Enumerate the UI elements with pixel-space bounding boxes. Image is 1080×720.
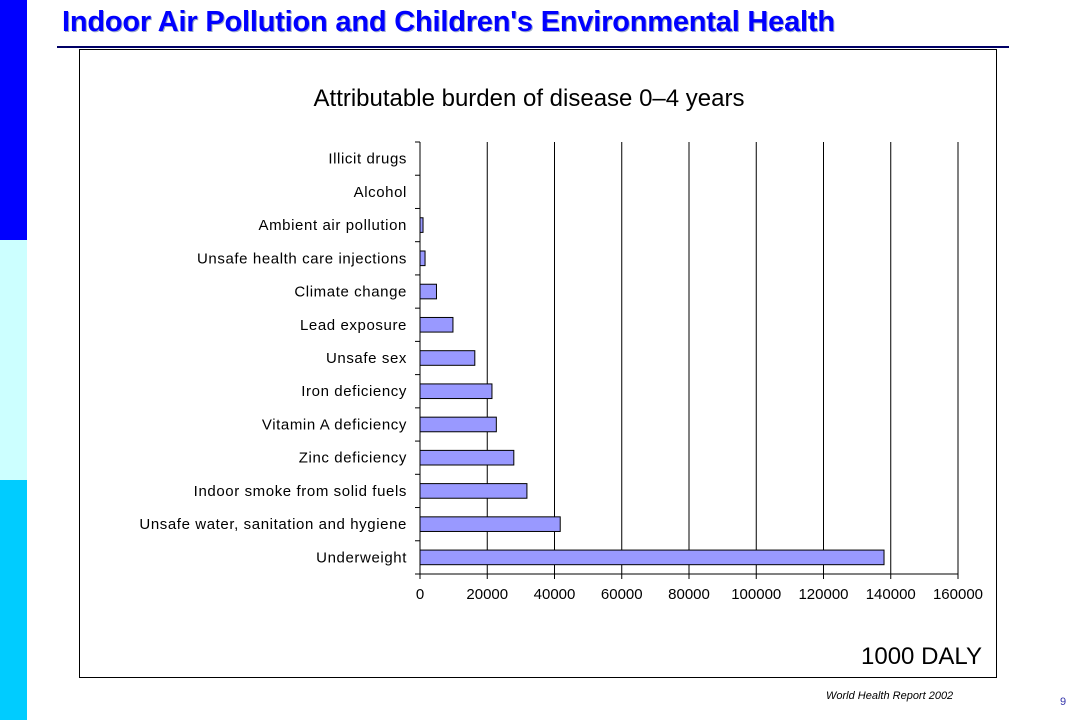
x-tick-label: 160000 <box>933 586 983 603</box>
slide-title: Indoor Air Pollution and Children's Envi… <box>62 6 835 38</box>
bar <box>419 449 515 466</box>
side-bar-bottom <box>0 480 27 720</box>
chart-title: Attributable burden of disease 0–4 years <box>314 85 745 112</box>
title-underline <box>57 46 1009 48</box>
bar <box>419 350 476 366</box>
bar <box>419 483 528 499</box>
category-label: Unsafe health care injections <box>197 250 407 267</box>
category-label: Indoor smoke from solid fuels <box>194 483 407 500</box>
category-label: Illicit drugs <box>328 151 407 168</box>
category-label: Ambient air pollution <box>258 217 407 234</box>
source-note: World Health Report 2002 <box>826 690 954 702</box>
x-tick-label: 20000 <box>466 586 508 603</box>
x-tick-label: 120000 <box>798 586 848 603</box>
x-tick-label: 40000 <box>534 586 576 603</box>
x-tick-label: 60000 <box>601 586 643 603</box>
bar <box>419 316 454 333</box>
x-tick-label: 0 <box>416 586 424 603</box>
bar <box>419 283 437 300</box>
x-axis-label: 1000 DALY <box>861 643 982 670</box>
category-label: Lead exposure <box>300 317 407 334</box>
x-tick-label: 140000 <box>866 586 916 603</box>
category-label: Unsafe sex <box>326 350 407 367</box>
category-label: Unsafe water, sanitation and hygiene <box>139 516 407 533</box>
bar <box>419 416 497 433</box>
bar <box>419 549 885 566</box>
bar <box>419 516 561 532</box>
side-bar-top <box>0 0 27 240</box>
bar <box>419 383 493 400</box>
category-label: Iron deficiency <box>301 383 407 400</box>
category-label: Vitamin A deficiency <box>262 416 407 433</box>
category-label: Underweight <box>316 549 407 566</box>
bar <box>419 217 424 233</box>
category-label: Alcohol <box>354 184 407 201</box>
side-bar-middle <box>0 240 27 480</box>
chart-frame: Attributable burden of disease 0–4 years… <box>79 49 997 678</box>
bar-chart: Attributable burden of disease 0–4 years… <box>139 85 983 670</box>
category-label: Climate change <box>294 284 407 301</box>
bar <box>419 250 426 267</box>
category-label: Zinc deficiency <box>299 450 407 467</box>
x-tick-label: 80000 <box>668 586 710 603</box>
page-number: 9 <box>1060 696 1067 708</box>
x-tick-label: 100000 <box>731 586 781 603</box>
